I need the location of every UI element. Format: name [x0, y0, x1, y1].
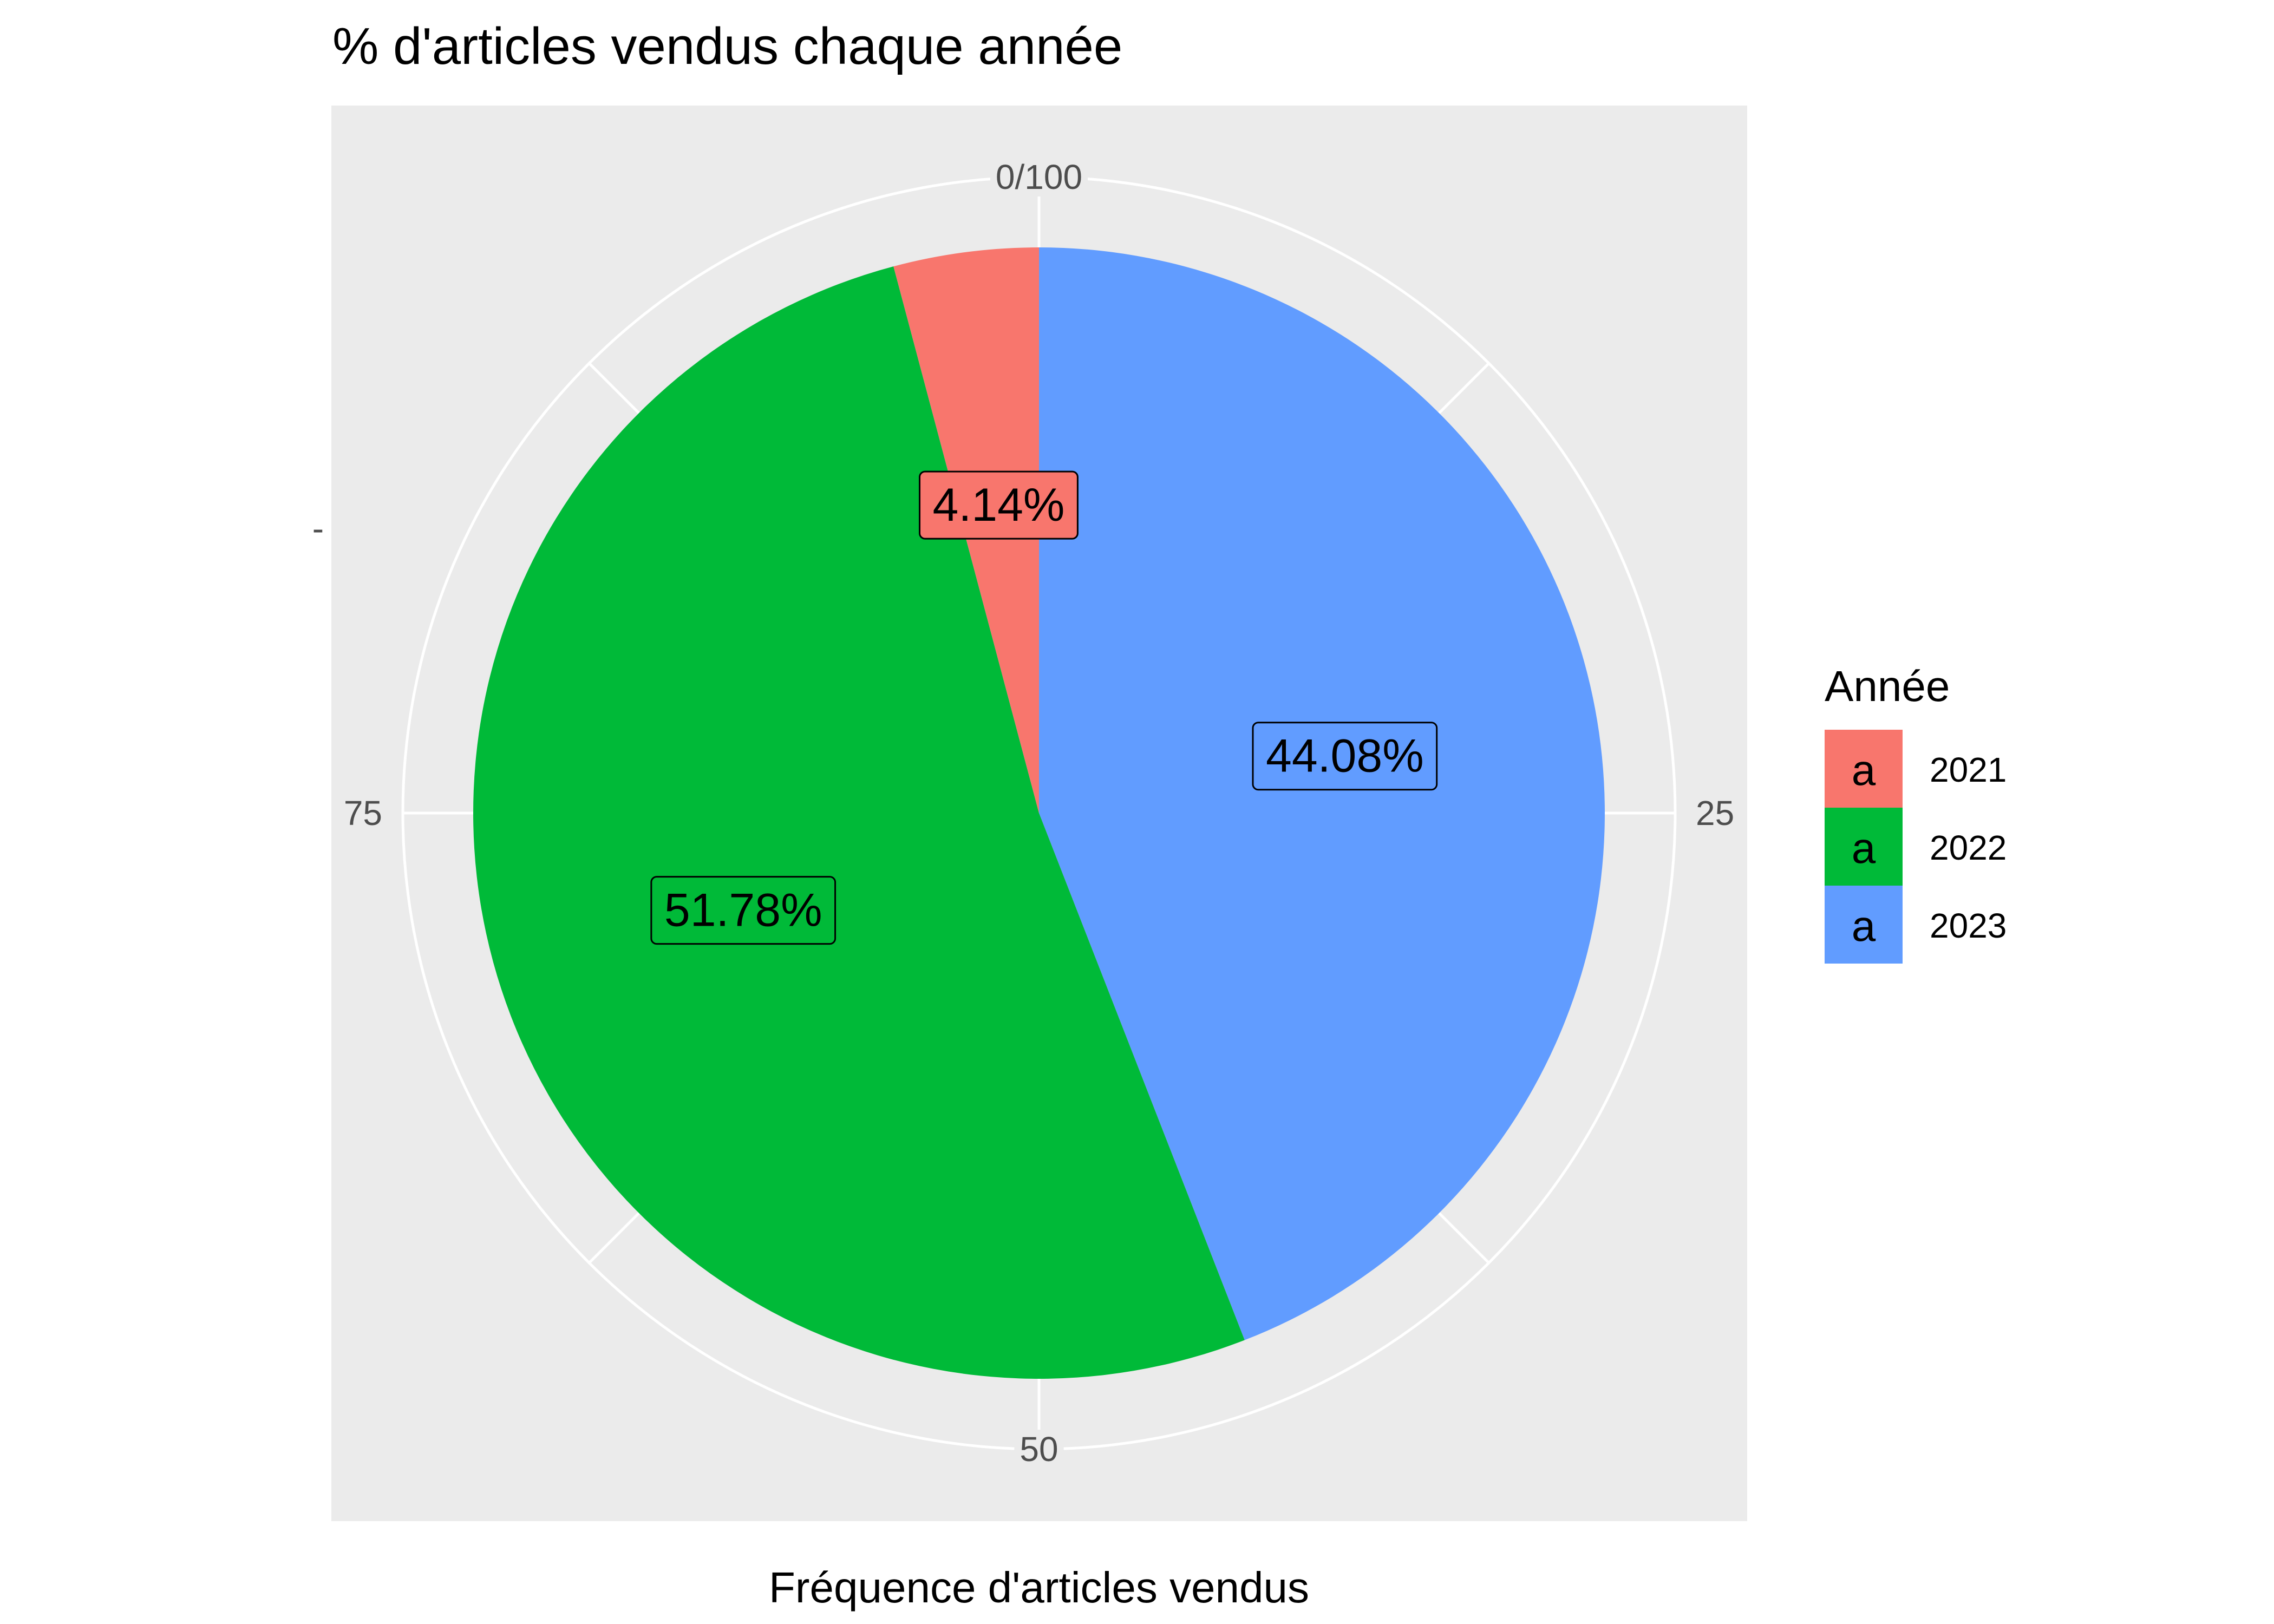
legend-key — [1825, 730, 1903, 808]
legend: Année a 2021 a 2022 a 2023 — [1825, 662, 2007, 964]
legend-item-2021: a 2021 — [1825, 730, 2007, 808]
slice-label-box — [1252, 722, 1438, 791]
theta-tick-layer: 0/100 25 50 75 — [338, 158, 1740, 1469]
theta-tick-label: 25 — [1696, 794, 1734, 833]
slice-label-text: 44.08% — [1266, 730, 1424, 782]
slice-label-box — [919, 470, 1079, 540]
legend-title: Année — [1825, 662, 1950, 710]
theta-tick-bg — [1690, 794, 1740, 833]
slice-label-text: 51.78% — [664, 885, 822, 937]
slice-label-box — [650, 876, 837, 945]
slice-label-2023: 44.08% — [1252, 722, 1438, 791]
legend-key-glyph: a — [1852, 902, 1876, 950]
theta-tick-label: 0/100 — [996, 158, 1082, 197]
legend-item-2022: a 2022 — [1825, 808, 2007, 886]
theta-tick-label: 50 — [1020, 1430, 1058, 1469]
y-axis-tick-label: - — [312, 509, 324, 548]
legend-items: a 2021 a 2022 a 2023 — [1825, 730, 2007, 964]
pie-slice-2022 — [473, 266, 1245, 1379]
slice-label-2021: 4.14% — [919, 470, 1079, 540]
slice-layer — [473, 247, 1605, 1379]
legend-label: 2021 — [1930, 750, 2007, 789]
legend-label: 2023 — [1930, 906, 2007, 945]
theta-tick-bg — [338, 794, 388, 833]
slice-label-layer: 44.08% 51.78% 4.14% — [650, 470, 1438, 945]
legend-key-glyph: a — [1852, 824, 1876, 872]
slice-label-text: 4.14% — [933, 479, 1065, 531]
pie-slice-2023 — [1039, 247, 1605, 1340]
theta-tick-bg — [1014, 1430, 1064, 1469]
theta-tick-label: 75 — [344, 794, 382, 833]
legend-label: 2022 — [1930, 828, 2007, 867]
x-axis-title: Fréquence d'articles vendus — [769, 1563, 1309, 1612]
legend-key — [1825, 808, 1903, 886]
chart-title: % d'articles vendus chaque année — [332, 17, 1122, 75]
theta-tick-bg — [990, 158, 1088, 197]
slice-label-2022: 51.78% — [650, 876, 837, 945]
legend-item-2023: a 2023 — [1825, 886, 2007, 964]
legend-key — [1825, 886, 1903, 964]
legend-key-glyph: a — [1852, 746, 1876, 794]
